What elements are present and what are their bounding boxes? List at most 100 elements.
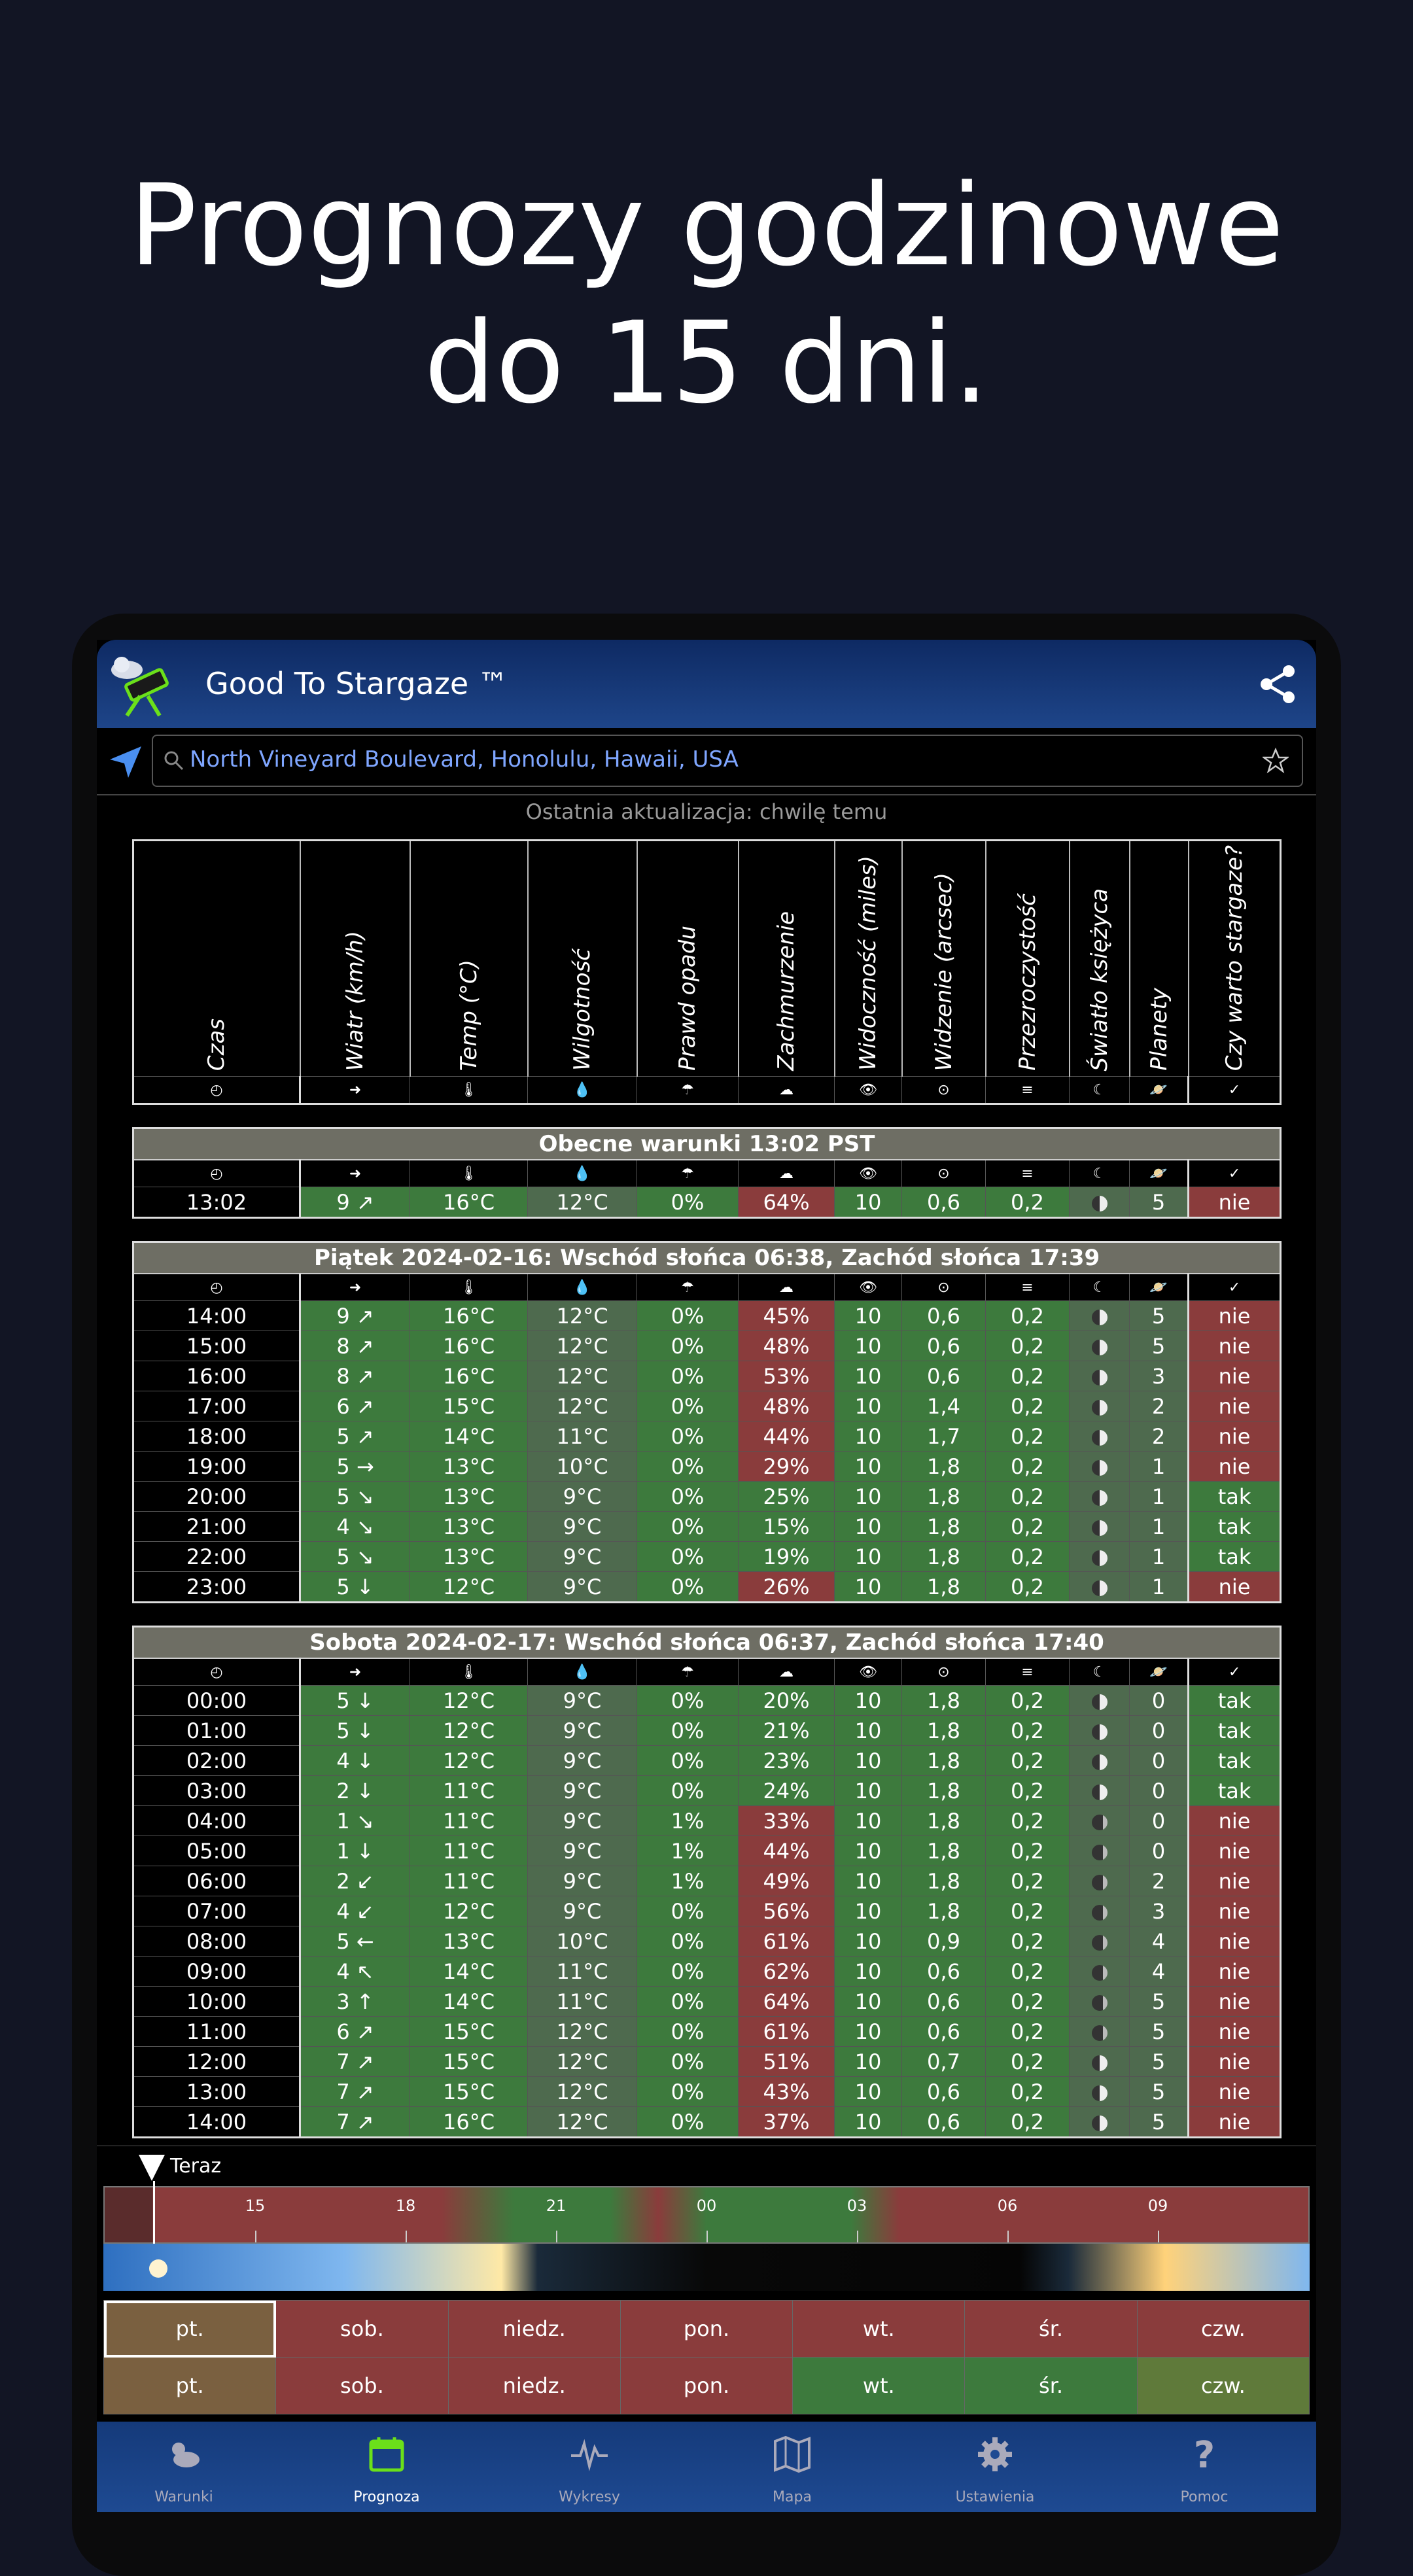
- bottom-navigation: Warunki Prognoza Wykresy Mapa Ustawienia…: [97, 2422, 1316, 2512]
- forecast-row[interactable]: 13:02 9 ↗ 16°C 12°C 0% 64% 10 0,6 0,2 5 nie: [133, 1187, 1282, 1219]
- forecast-row[interactable]: 12:00 7 ↗ 15°C 12°C 0% 51% 10 0,7 0,2 5 nie: [133, 2046, 1282, 2078]
- day-button[interactable]: niedz.: [447, 2357, 621, 2414]
- forecast-row[interactable]: 19:00 5 → 13°C 10°C 0% 29% 10 1,8 0,2 1 nie: [133, 1451, 1282, 1482]
- forecast-cell: 0,2: [985, 2046, 1070, 2078]
- location-arrow-icon[interactable]: [106, 742, 145, 782]
- forecast-cell: 9°C: [527, 1715, 637, 1747]
- favorite-star-icon[interactable]: [1263, 748, 1289, 774]
- day-button[interactable]: pon.: [619, 2300, 794, 2358]
- forecast-row[interactable]: 22:00 5 ↘ 13°C 9°C 0% 19% 10 1,8 0,2 1 tak: [133, 1541, 1282, 1573]
- forecast-cell: 10: [834, 2046, 902, 2078]
- column-icon: 💧: [527, 1658, 637, 1686]
- forecast-cell: 8 ↗: [300, 1331, 410, 1362]
- column-icon: ◴: [133, 1658, 301, 1686]
- moon-phase-icon: [1069, 1926, 1130, 1957]
- forecast-row[interactable]: 05:00 1 ↓ 11°C 9°C 1% 44% 10 1,8 0,2 0 nie: [133, 1836, 1282, 1867]
- forecast-row[interactable]: 23:00 5 ↓ 12°C 9°C 0% 26% 10 1,8 0,2 1 nie: [133, 1571, 1282, 1603]
- forecast-row[interactable]: 02:00 4 ↓ 12°C 9°C 0% 23% 10 1,8 0,2 0 tak: [133, 1745, 1282, 1777]
- forecast-cell: 0: [1129, 1805, 1189, 1837]
- forecast-row[interactable]: 01:00 5 ↓ 12°C 9°C 0% 21% 10 1,8 0,2 0 tak: [133, 1715, 1282, 1747]
- nav-wykresy[interactable]: Wykresy: [502, 2422, 676, 2512]
- timeline-bar[interactable]: 15 18 21 00 03 06 09: [103, 2186, 1310, 2244]
- daylight-strip: [103, 2244, 1310, 2291]
- moon-icon: [1091, 1550, 1108, 1566]
- nav-pomoc[interactable]: ? Pomoc: [1117, 2422, 1291, 2512]
- forecast-cell: 0,2: [985, 1986, 1070, 2017]
- forecast-row[interactable]: 09:00 4 ↖ 14°C 11°C 0% 62% 10 0,6 0,2 4 nie: [133, 1956, 1282, 1987]
- forecast-cell: 0,2: [985, 2106, 1070, 2138]
- nav-prognoza[interactable]: Prognoza: [300, 2422, 474, 2512]
- forecast-row[interactable]: 15:00 8 ↗ 16°C 12°C 0% 48% 10 0,6 0,2 5 nie: [133, 1331, 1282, 1362]
- day-button[interactable]: sob.: [275, 2357, 449, 2414]
- location-search-input[interactable]: North Vineyard Boulevard, Honolulu, Hawa…: [152, 735, 1303, 787]
- forecast-cell: 0,6: [901, 1361, 986, 1392]
- forecast-row[interactable]: 06:00 2 ↙ 11°C 9°C 1% 49% 10 1,8 0,2 2 nie: [133, 1866, 1282, 1897]
- forecast-cell: 1,4: [901, 1391, 986, 1422]
- nav-mapa[interactable]: Mapa: [705, 2422, 879, 2512]
- day-button[interactable]: sob.: [275, 2300, 449, 2358]
- moon-icon: [1091, 1580, 1108, 1596]
- forecast-cell: 0,2: [985, 1805, 1070, 1837]
- moon-phase-icon: [1069, 1571, 1130, 1603]
- day-button[interactable]: wt.: [792, 2357, 966, 2414]
- forecast-row[interactable]: 10:00 3 ↑ 14°C 11°C 0% 64% 10 0,6 0,2 5 nie: [133, 1986, 1282, 2017]
- column-icon: ✓: [1187, 1658, 1282, 1686]
- forecast-cell: 10:00: [133, 1986, 301, 2017]
- forecast-row[interactable]: 00:00 5 ↓ 12°C 9°C 0% 20% 10 1,8 0,2 0 tak: [133, 1685, 1282, 1716]
- day-button[interactable]: wt.: [792, 2300, 966, 2358]
- section-title: Obecne warunki 13:02 PST: [132, 1127, 1282, 1161]
- column-icon: ☁: [738, 1159, 835, 1188]
- forecast-cell: nie: [1187, 2016, 1282, 2047]
- forecast-cell: 1,8: [901, 1805, 986, 1837]
- forecast-cell: 10: [834, 1715, 902, 1747]
- forecast-cell: 20:00: [133, 1481, 301, 1512]
- forecast-row[interactable]: 13:00 7 ↗ 15°C 12°C 0% 43% 10 0,6 0,2 5 nie: [133, 2076, 1282, 2108]
- forecast-row[interactable]: 04:00 1 ↘ 11°C 9°C 1% 33% 10 1,8 0,2 0 nie: [133, 1805, 1282, 1837]
- forecast-row[interactable]: 11:00 6 ↗ 15°C 12°C 0% 61% 10 0,6 0,2 5 nie: [133, 2016, 1282, 2047]
- day-button[interactable]: śr.: [964, 2300, 1138, 2358]
- forecast-cell: 12:00: [133, 2046, 301, 2078]
- now-marker-icon[interactable]: [139, 2155, 165, 2181]
- nav-ustawienia[interactable]: Ustawienia: [908, 2422, 1082, 2512]
- forecast-row[interactable]: 08:00 5 ← 13°C 10°C 0% 61% 10 0,9 0,2 4 nie: [133, 1926, 1282, 1957]
- forecast-row[interactable]: 03:00 2 ↓ 11°C 9°C 0% 24% 10 1,8 0,2 0 tak: [133, 1775, 1282, 1807]
- forecast-cell: 12°C: [410, 1745, 528, 1777]
- forecast-row[interactable]: 18:00 5 ↗ 14°C 11°C 0% 44% 10 1,7 0,2 2 nie: [133, 1421, 1282, 1452]
- day-button[interactable]: czw.: [1136, 2300, 1310, 2358]
- forecast-cell: 9°C: [527, 1866, 637, 1897]
- forecast-row[interactable]: 21:00 4 ↘ 13°C 9°C 0% 15% 10 1,8 0,2 1 tak: [133, 1511, 1282, 1542]
- forecast-cell: 5 ↘: [300, 1481, 410, 1512]
- day-button[interactable]: czw.: [1136, 2357, 1310, 2414]
- day-button[interactable]: pon.: [619, 2357, 794, 2414]
- forecast-cell: 9°C: [527, 1511, 637, 1542]
- forecast-cell: 07:00: [133, 1896, 301, 1927]
- share-icon[interactable]: [1257, 663, 1299, 705]
- forecast-cell: 4: [1129, 1956, 1189, 1987]
- forecast-cell: 12°C: [527, 2046, 637, 2078]
- forecast-cell: 9°C: [527, 1896, 637, 1927]
- now-line: [153, 2181, 155, 2249]
- forecast-cell: 0,6: [901, 1331, 986, 1362]
- forecast-cell: 7 ↗: [300, 2076, 410, 2108]
- day-button[interactable]: śr.: [964, 2357, 1138, 2414]
- forecast-cell: 0%: [637, 1300, 739, 1332]
- forecast-cell: 1,8: [901, 1571, 986, 1603]
- forecast-row[interactable]: 20:00 5 ↘ 13°C 9°C 0% 25% 10 1,8 0,2 1 tak: [133, 1481, 1282, 1512]
- forecast-cell: 15%: [738, 1511, 835, 1542]
- day-button[interactable]: pt.: [103, 2300, 277, 2358]
- forecast-row[interactable]: 16:00 8 ↗ 16°C 12°C 0% 53% 10 0,6 0,2 3 nie: [133, 1361, 1282, 1392]
- forecast-row[interactable]: 14:00 9 ↗ 16°C 12°C 0% 45% 10 0,6 0,2 5 nie: [133, 1300, 1282, 1332]
- forecast-cell: 12°C: [410, 1685, 528, 1716]
- nav-warunki[interactable]: Warunki: [97, 2422, 271, 2512]
- day-button[interactable]: niedz.: [447, 2300, 621, 2358]
- forecast-cell: 10: [834, 1361, 902, 1392]
- forecast-row[interactable]: 07:00 4 ↙ 12°C 9°C 0% 56% 10 1,8 0,2 3 nie: [133, 1896, 1282, 1927]
- forecast-cell: 0,6: [901, 2076, 986, 2108]
- forecast-cell: 13°C: [410, 1511, 528, 1542]
- day-button[interactable]: pt.: [103, 2357, 277, 2414]
- column-icon: 🪐: [1129, 1273, 1189, 1302]
- forecast-cell: tak: [1187, 1511, 1282, 1542]
- forecast-row[interactable]: 14:00 7 ↗ 16°C 12°C 0% 37% 10 0,6 0,2 5 nie: [133, 2106, 1282, 2138]
- forecast-cell: 0%: [637, 1571, 739, 1603]
- forecast-row[interactable]: 17:00 6 ↗ 15°C 12°C 0% 48% 10 1,4 0,2 2 nie: [133, 1391, 1282, 1422]
